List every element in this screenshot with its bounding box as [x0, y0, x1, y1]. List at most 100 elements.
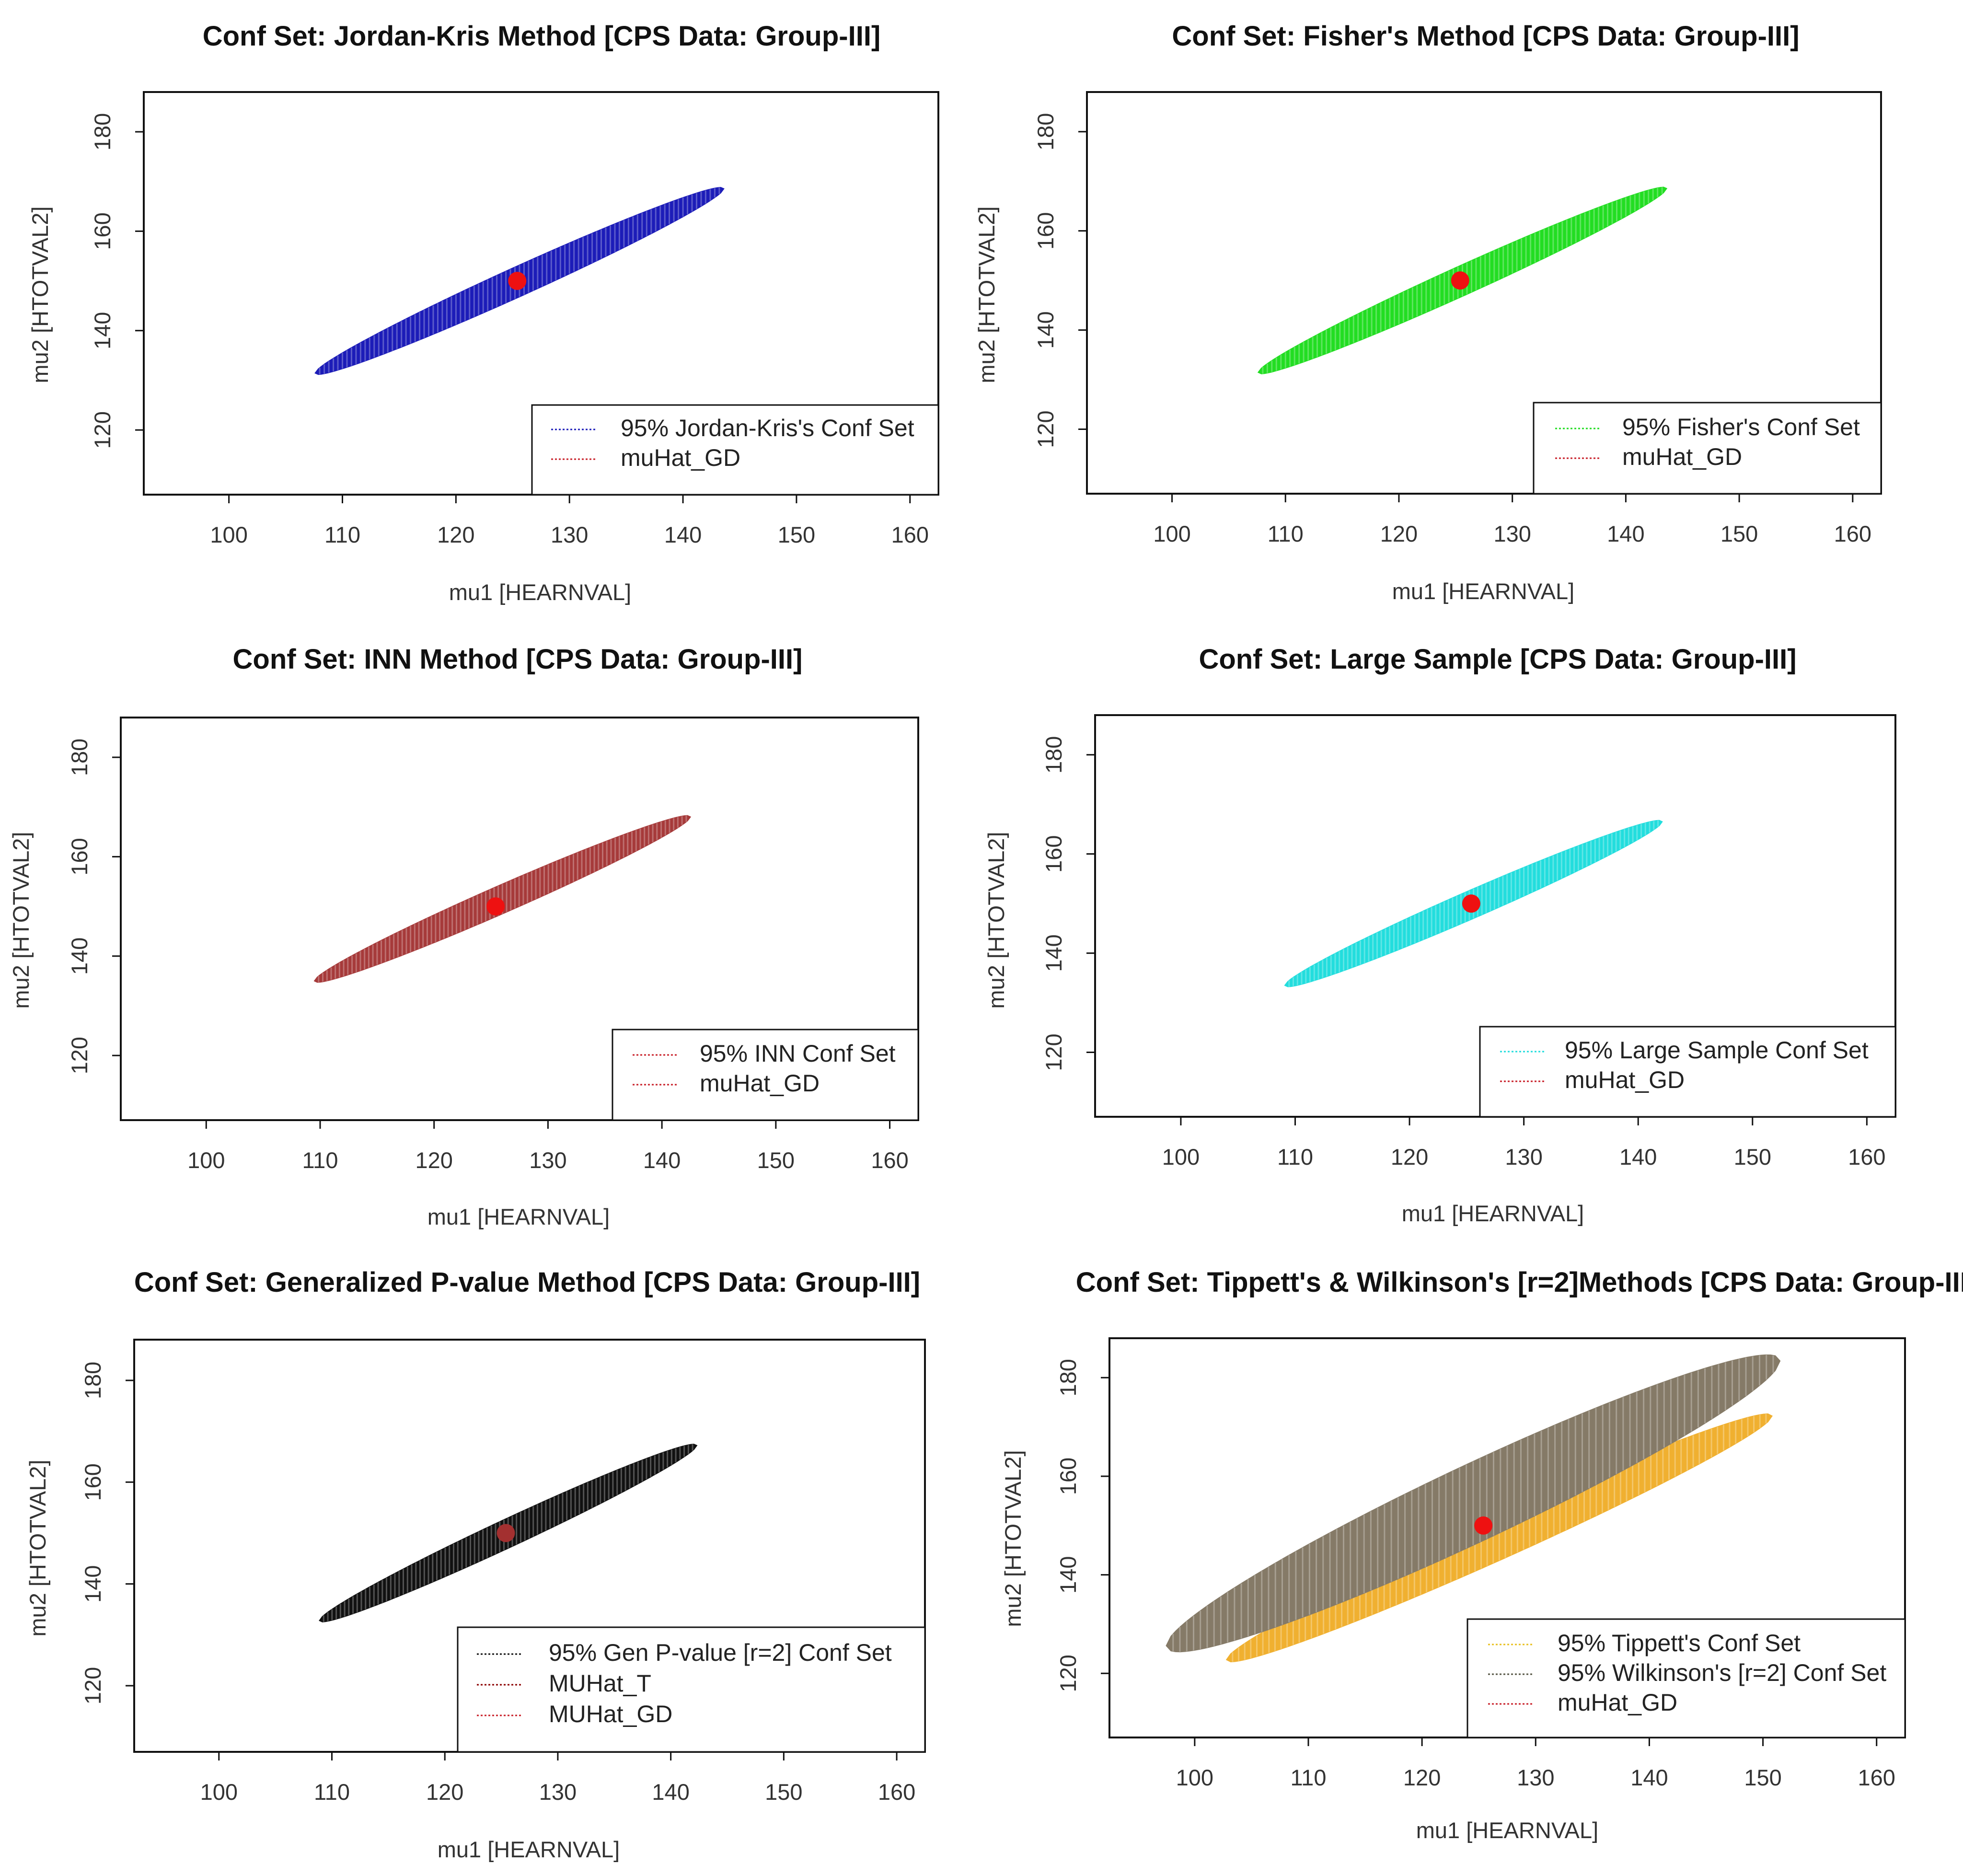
x-tick-label: 160 — [1858, 1765, 1895, 1790]
chart-panel-2: Conf Set: Fisher's Method [CPS Data: Gro… — [974, 21, 1882, 604]
chart-title: Conf Set: Tippett's & Wilkinson's [r=2]M… — [1076, 1267, 1963, 1298]
x-tick-label: 120 — [416, 1147, 453, 1173]
legend: 95% Jordan-Kris's Conf Set muHat_GD — [531, 404, 939, 496]
x-tick-label: 140 — [1607, 521, 1644, 546]
x-tick-label: 160 — [871, 1147, 908, 1173]
legend-box — [1479, 1026, 1896, 1118]
legend: 95% INN Conf Set muHat_GD — [612, 1029, 919, 1121]
x-tick-label: 140 — [652, 1779, 689, 1805]
legend: 95% Fisher's Conf Set muHat_GD — [1533, 402, 1882, 495]
conf-region-hatch — [1288, 820, 1659, 987]
y-tick-label: 180 — [67, 739, 92, 776]
x-tick-label: 150 — [1744, 1765, 1781, 1790]
x-tick-label: 100 — [187, 1147, 225, 1173]
conf-region-1 — [313, 815, 692, 983]
legend-box — [1466, 1618, 1906, 1738]
chart-title: Conf Set: Jordan-Kris Method [CPS Data: … — [203, 21, 881, 52]
conf-region-hatch — [319, 187, 720, 374]
x-tick-label: 130 — [1493, 521, 1531, 546]
x-axis-label: mu1 [HEARNVAL] — [427, 1204, 610, 1229]
y-tick-label: 140 — [1041, 934, 1066, 972]
y-tick-label: 180 — [1055, 1359, 1081, 1396]
y-tick-label: 140 — [67, 938, 92, 975]
legend-entry: muHat_GD — [1558, 1689, 1677, 1716]
plot-frame — [1086, 91, 1882, 495]
y-tick-label: 180 — [90, 113, 115, 151]
chart-title: Conf Set: INN Method [CPS Data: Group-II… — [233, 644, 803, 675]
x-tick-label: 100 — [1162, 1144, 1200, 1170]
x-tick-label: 130 — [551, 522, 588, 547]
x-tick-label: 110 — [1268, 521, 1304, 546]
x-tick-label: 100 — [200, 1779, 238, 1805]
legend-box — [457, 1626, 926, 1753]
y-tick-label: 120 — [67, 1037, 92, 1074]
conf-region-hatch — [323, 1444, 693, 1622]
x-tick-label: 120 — [1403, 1765, 1441, 1790]
legend-box — [531, 404, 939, 496]
conf-region-hatch — [1232, 1414, 1767, 1662]
point-muhat-gd — [1462, 894, 1480, 913]
x-tick-label: 100 — [210, 522, 247, 547]
y-axis-label: mu2 [HTOTVAL2] — [8, 832, 34, 1008]
x-axis-label: mu1 [HEARNVAL] — [449, 579, 631, 605]
x-tick-label: 140 — [643, 1147, 681, 1173]
x-tick-label: 120 — [1380, 521, 1418, 546]
y-tick-label: 160 — [1055, 1458, 1081, 1495]
legend-entry: 95% Fisher's Conf Set — [1622, 414, 1860, 440]
y-tick-label: 120 — [80, 1667, 105, 1704]
x-tick-label: 140 — [664, 522, 702, 547]
y-tick-label: 180 — [1041, 736, 1066, 774]
y-tick-label: 180 — [80, 1362, 105, 1399]
y-tick-label: 140 — [80, 1565, 105, 1602]
legend-box — [1533, 402, 1882, 495]
y-axis-label: mu2 [HTOTVAL2] — [27, 206, 53, 383]
y-tick-label: 120 — [1033, 410, 1058, 448]
x-tick-label: 110 — [1277, 1144, 1313, 1170]
legend-entry: 95% Large Sample Conf Set — [1565, 1037, 1869, 1064]
point-muhat-t — [497, 1524, 515, 1542]
legend-entry: muHat_GD — [1565, 1066, 1685, 1093]
legend-entry: 95% Tippett's Conf Set — [1558, 1630, 1801, 1656]
x-tick-label: 160 — [891, 522, 929, 547]
chart-panel-4: Conf Set: Large Sample [CPS Data: Group-… — [983, 644, 1896, 1226]
x-tick-label: 100 — [1176, 1765, 1213, 1790]
x-tick-label: 120 — [1391, 1144, 1428, 1170]
x-tick-label: 110 — [302, 1147, 338, 1173]
y-axis-label: mu2 [HTOTVAL2] — [1000, 1450, 1026, 1627]
x-tick-label: 140 — [1630, 1765, 1668, 1790]
y-tick-label: 120 — [1055, 1655, 1081, 1692]
x-axis-label: mu1 [HEARNVAL] — [1402, 1201, 1584, 1226]
x-tick-label: 160 — [1834, 521, 1871, 546]
chart-title: Conf Set: Fisher's Method [CPS Data: Gro… — [1172, 21, 1799, 52]
y-axis-label: mu2 [HTOTVAL2] — [974, 206, 999, 383]
x-tick-label: 140 — [1619, 1144, 1657, 1170]
chart-panel-6: Conf Set: Tippett's & Wilkinson's [r=2]M… — [1000, 1267, 1963, 1843]
x-tick-label: 130 — [539, 1779, 577, 1805]
y-tick-label: 120 — [1041, 1033, 1066, 1071]
x-tick-label: 120 — [437, 522, 474, 547]
x-tick-label: 150 — [1721, 521, 1758, 546]
x-tick-label: 110 — [314, 1779, 350, 1805]
x-tick-label: 110 — [1291, 1765, 1327, 1790]
x-tick-label: 110 — [324, 522, 360, 547]
chart-panel-3: Conf Set: INN Method [CPS Data: Group-II… — [8, 644, 919, 1229]
legend: 95% Tippett's Conf Set 95% Wilkinson's [r… — [1466, 1618, 1906, 1738]
legend-entry: 95% Gen P-value [r=2] Conf Set — [549, 1639, 892, 1666]
x-axis-label: mu1 [HEARNVAL] — [1392, 579, 1574, 604]
x-tick-label: 160 — [878, 1779, 915, 1805]
legend-entry: MUHat_T — [549, 1670, 651, 1697]
point-muhat-gd — [1451, 271, 1469, 290]
x-axis-label: mu1 [HEARNVAL] — [1416, 1818, 1598, 1843]
conf-region-fill — [1166, 1354, 1781, 1653]
x-tick-label: 130 — [529, 1147, 566, 1173]
y-tick-label: 160 — [80, 1463, 105, 1501]
plot-frame — [120, 717, 919, 1121]
legend-box — [612, 1029, 919, 1121]
conf-region-hatch — [1262, 187, 1663, 374]
y-tick-label: 180 — [1033, 113, 1058, 151]
conf-region-2 — [1166, 1354, 1781, 1653]
y-tick-label: 160 — [1041, 835, 1066, 872]
